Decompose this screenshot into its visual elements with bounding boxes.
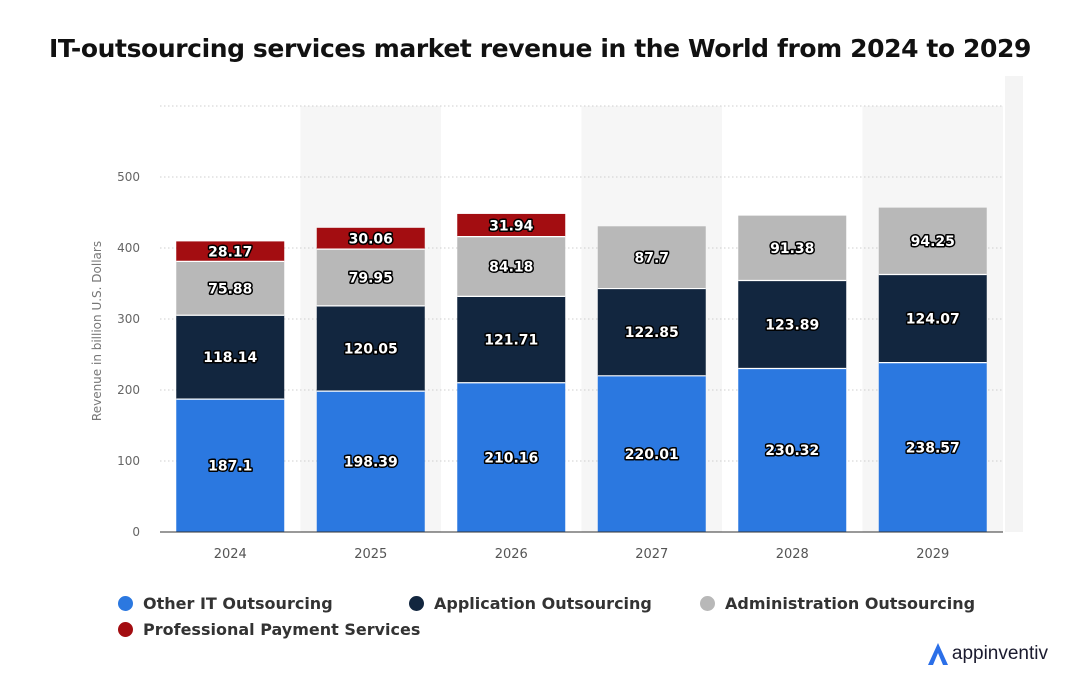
bar-segment-other-it xyxy=(597,375,706,532)
bar-segment-administration xyxy=(457,236,566,297)
bar-segment-other-it xyxy=(878,362,987,532)
data-label: 121.71 xyxy=(484,333,538,349)
data-label: 79.95 xyxy=(349,271,393,287)
bar-segment-application xyxy=(316,305,425,392)
legend-item-other-it: Other IT Outsourcing xyxy=(118,594,333,613)
stacked-bar-chart: 0 100 200 300 400 500 Revenue in billion U.S. … xyxy=(90,76,1023,562)
appinventiv-logo: appinventiv xyxy=(926,641,1048,667)
y-tick-label: 400 xyxy=(117,241,140,255)
data-label: 91.38 xyxy=(770,241,814,257)
bar-segment-administration xyxy=(878,207,987,275)
x-tick-label: 2024 xyxy=(214,547,247,562)
logo-text: appinventiv xyxy=(951,643,1048,664)
data-label: 238.57 xyxy=(906,440,960,456)
data-label: 120.05 xyxy=(344,342,398,358)
bar-segment-other-it xyxy=(738,368,847,532)
bar-segment-other-it xyxy=(316,391,425,532)
data-label: 118.14 xyxy=(203,350,257,366)
y-tick-label: 200 xyxy=(117,383,140,397)
data-label: 28.17 xyxy=(208,244,252,260)
data-label: 122.85 xyxy=(625,325,679,341)
bar-segment-application xyxy=(457,296,566,383)
data-label: 30.06 xyxy=(349,231,393,247)
data-label: 198.39 xyxy=(344,455,398,471)
y-tick-label: 300 xyxy=(117,312,140,326)
y-tick-label: 100 xyxy=(117,454,140,468)
x-tick-label: 2026 xyxy=(495,547,528,562)
bar-segment-administration xyxy=(597,226,706,289)
data-label: 124.07 xyxy=(906,312,960,328)
bar-segment-administration xyxy=(176,261,285,316)
y-axis-label: Revenue in billion U.S. Dollars xyxy=(90,241,104,421)
data-label: 84.18 xyxy=(489,259,533,275)
bar-segment-payment xyxy=(316,227,425,250)
legend-label-other-it: Other IT Outsourcing xyxy=(143,594,333,613)
data-label: 87.7 xyxy=(634,250,669,266)
bar-segment-administration xyxy=(738,215,847,281)
y-tick-label: 500 xyxy=(117,170,140,184)
x-tick-label: 2027 xyxy=(635,547,668,562)
logo-icon xyxy=(927,643,948,665)
data-label: 187.1 xyxy=(208,459,252,475)
y-tick-label: 0 xyxy=(132,525,140,539)
legend-dot-administration xyxy=(700,596,715,611)
x-tick-label: 2029 xyxy=(916,547,949,562)
legend-item-payment: Professional Payment Services xyxy=(118,620,420,639)
bar-segment-payment xyxy=(176,241,285,262)
bar-segment-application xyxy=(738,280,847,369)
scroll-shade xyxy=(1005,76,1023,532)
legend-label-administration: Administration Outsourcing xyxy=(725,594,976,613)
chart-title: IT-outsourcing services market revenue i… xyxy=(48,34,1031,63)
legend-item-administration: Administration Outsourcing xyxy=(700,594,975,613)
legend-item-application: Application Outsourcing xyxy=(409,594,652,613)
bar-segment-administration xyxy=(316,249,425,306)
x-tick-label: 2028 xyxy=(776,547,809,562)
bar-segment-other-it xyxy=(176,399,285,532)
bar-segment-other-it xyxy=(457,382,566,532)
bar-segment-application xyxy=(597,288,706,376)
bar-segment-application xyxy=(176,315,285,400)
data-label: 94.25 xyxy=(911,234,955,250)
legend-dot-other-it xyxy=(118,596,133,611)
legend-label-payment: Professional Payment Services xyxy=(143,620,421,639)
bar-segment-application xyxy=(878,274,987,363)
data-label: 230.32 xyxy=(765,443,819,459)
data-label: 220.01 xyxy=(625,447,679,463)
bar-segment-payment xyxy=(457,213,566,237)
legend-label-application: Application Outsourcing xyxy=(434,594,652,613)
x-tick-label: 2025 xyxy=(354,547,387,562)
data-label: 123.89 xyxy=(765,317,819,333)
data-label: 31.94 xyxy=(489,218,534,234)
legend: Other IT Outsourcing Application Outsour… xyxy=(118,594,998,654)
legend-dot-payment xyxy=(118,622,133,637)
legend-dot-application xyxy=(409,596,424,611)
data-label: 210.16 xyxy=(484,450,538,466)
data-label: 75.88 xyxy=(208,281,252,297)
